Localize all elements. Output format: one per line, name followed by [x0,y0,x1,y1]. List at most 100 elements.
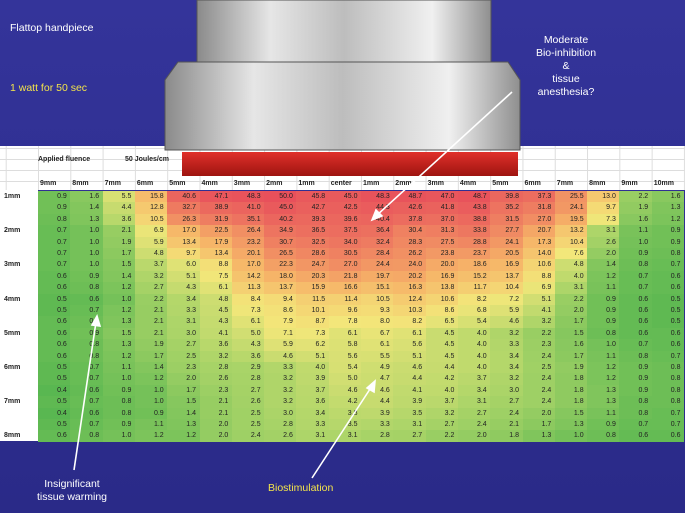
cell: 0.8 [70,339,104,352]
cell: 24.0 [393,259,427,272]
cell: 4.5 [425,339,459,352]
cell: 5.5 [361,350,394,363]
cell: 23.8 [425,248,459,260]
cell: 2.1 [102,225,136,238]
row-label: 5mm [4,329,21,337]
column-header: 1mm [298,180,315,187]
cell: 27.0 [522,213,556,226]
cell: 38.8 [457,213,491,226]
cell: 4.2 [425,373,459,386]
cell: 1.4 [134,362,168,374]
cell: 0.8 [70,282,104,295]
cell: 4.6 [490,316,523,329]
cell: 8.8 [199,259,233,272]
cell: 3.2 [490,373,523,386]
cell: 6.8 [457,305,491,317]
cell: 0.5 [651,293,685,306]
cell: 26.5 [264,248,297,260]
annotation-line: tissue [552,73,580,85]
fluence-number: 50 [125,156,133,163]
cell: 20.0 [425,259,459,272]
cell: 8.8 [522,270,556,283]
fluence-unit: Joules/cm [134,156,169,163]
cell: 4.4 [102,202,136,215]
cell: 10.6 [425,293,459,306]
cell: 28.6 [296,248,330,260]
cell: 10.4 [490,282,523,295]
cell: 1.3 [70,213,104,226]
cell: 1.0 [102,430,136,443]
cell: 13.0 [587,191,620,203]
cell: 1.5 [167,396,200,409]
row-label: 7mm [4,398,21,406]
cell: 0.6 [38,350,71,363]
annotation-line: Bio-inhibition [535,47,597,59]
cell: 14.2 [231,270,265,283]
cell: 9.7 [587,202,620,215]
cell: 4.4 [393,373,427,386]
cell: 1.0 [619,236,653,249]
cell: 22.3 [264,259,297,272]
cell: 1.4 [167,407,200,420]
cell: 1.9 [619,202,653,215]
cell: 31.9 [199,213,233,226]
cell: 0.5 [651,305,685,317]
cell: 0.5 [38,362,71,374]
cell: 1.4 [70,202,104,215]
cell: 47.0 [425,191,459,203]
cell: 4.4 [361,396,394,409]
cell: 33.8 [457,225,491,238]
cell: 2.3 [522,339,556,352]
cell: 2.4 [457,419,491,431]
cell: 3.9 [296,373,330,386]
cell: 0.6 [70,384,104,397]
cell: 45.8 [296,191,330,203]
cell: 24.1 [554,202,588,215]
cell: 30.5 [328,248,362,260]
cell: 21.8 [328,270,362,283]
cell: 26.4 [231,225,265,238]
cell: 1.0 [554,430,588,443]
cell: 2.2 [619,191,653,203]
cell: 1.2 [651,213,685,226]
cell: 27.0 [328,259,362,272]
cell: 24.4 [361,259,394,272]
cell: 35.2 [490,202,523,215]
column-header: 6mm [524,180,541,187]
cell: 20.1 [231,248,265,260]
cell: 3.2 [199,350,233,363]
cell: 7.2 [490,293,523,306]
cell: 26.3 [167,213,200,226]
cell: 27.7 [490,225,523,238]
cell: 41.8 [425,202,459,215]
cell: 40.6 [167,191,200,203]
cell: 3.9 [393,396,427,409]
cell: 3.4 [490,362,523,374]
cell: 36.4 [361,225,394,238]
cell: 32.4 [361,236,394,249]
cell: 8.7 [296,316,330,329]
cell: 16.9 [490,259,523,272]
annotation: Moderate Bio-inhibition & tissue anesthesia? [528,34,604,99]
cell: 2.0 [587,248,620,260]
cell: 0.7 [70,305,104,317]
cell: 24.7 [296,259,330,272]
cell: 0.6 [651,430,685,443]
cell: 17.3 [522,236,556,249]
cell: 2.7 [393,430,427,443]
cell: 13.2 [554,225,588,238]
cell: 1.2 [134,430,168,443]
cell: 47.1 [199,191,233,203]
cell: 31.8 [522,202,556,215]
column-header: 9mm [621,180,638,187]
cell: 1.3 [587,384,620,397]
cell: 0.9 [134,407,168,420]
cell: 6.1 [231,316,265,329]
cell: 1.6 [70,191,104,203]
cell: 48.3 [361,191,394,203]
cell: 0.7 [70,419,104,431]
cell: 17.9 [199,236,233,249]
cell: 6.5 [425,316,459,329]
cell: 2.1 [134,316,168,329]
cell: 8.6 [264,305,297,317]
